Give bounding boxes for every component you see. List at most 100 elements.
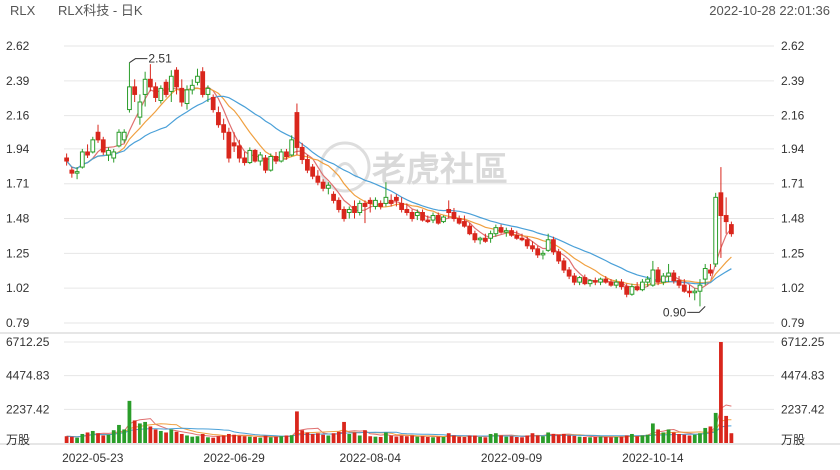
price-tick-label: 1.71 bbox=[6, 177, 30, 191]
price-tick-label: 2.39 bbox=[6, 74, 30, 88]
price-tick-label: 1.48 bbox=[6, 212, 30, 226]
candle-body bbox=[341, 208, 347, 220]
volume-bar bbox=[221, 435, 226, 443]
candle-body bbox=[111, 151, 117, 159]
volume-bar bbox=[415, 436, 420, 443]
candle-body bbox=[692, 290, 698, 294]
price-tick-label: 0.79 bbox=[781, 316, 805, 330]
chart-title: RLX科技 - 日K bbox=[58, 3, 143, 18]
candle-body bbox=[278, 151, 284, 162]
candle-body bbox=[650, 269, 656, 286]
candle-body bbox=[357, 202, 363, 214]
candle-body bbox=[571, 275, 577, 283]
volume-bar bbox=[514, 436, 519, 443]
volume-tick-label: 6712.25 bbox=[781, 335, 825, 349]
price-ma-line bbox=[66, 95, 732, 285]
volume-bar bbox=[69, 436, 74, 443]
candle-body bbox=[69, 169, 75, 174]
low-marker-label: 0.90 bbox=[663, 305, 687, 319]
volume-bar bbox=[247, 436, 252, 443]
candle-body bbox=[174, 69, 179, 88]
candle-body bbox=[493, 227, 499, 235]
candle-body bbox=[189, 84, 195, 91]
candle-body bbox=[718, 192, 724, 217]
price-axis-left: 2.62 2.39 2.16 1.94 1.71 1.48 1.25 1.02 0.79 bbox=[6, 39, 30, 330]
date-tick-label: 2022-08-04 bbox=[340, 451, 402, 465]
candle-body bbox=[383, 196, 389, 204]
candle-body bbox=[446, 208, 452, 214]
volume-bar bbox=[315, 433, 320, 443]
candle-body bbox=[629, 286, 635, 295]
volume-bar bbox=[274, 436, 278, 443]
candle-body bbox=[299, 146, 305, 161]
high-marker-line bbox=[129, 58, 148, 64]
low-marker-line bbox=[687, 305, 706, 313]
volume-tick-label: 2237.42 bbox=[781, 402, 825, 416]
price-tick-label: 2.16 bbox=[781, 109, 805, 123]
candle-body bbox=[184, 89, 190, 105]
volume-bar bbox=[321, 434, 325, 443]
candle-body bbox=[153, 86, 158, 98]
volume-bar bbox=[467, 435, 472, 443]
volume-bar bbox=[635, 436, 640, 443]
volume-axis-right: 6712.25 4474.83 2237.42 万股 bbox=[781, 335, 825, 447]
candle-body bbox=[64, 157, 70, 162]
candle-body bbox=[147, 78, 153, 88]
volume-bar bbox=[645, 434, 650, 443]
candle-body bbox=[137, 101, 143, 118]
candle-body bbox=[378, 202, 384, 207]
volume-bar bbox=[410, 435, 414, 443]
volume-bar bbox=[719, 342, 723, 443]
candle-body bbox=[132, 86, 138, 95]
volume-bar bbox=[509, 436, 514, 443]
candle-body bbox=[205, 87, 211, 95]
candle-body bbox=[640, 281, 645, 291]
volume-bar bbox=[143, 421, 148, 443]
volume-bar bbox=[567, 435, 572, 443]
volume-bar bbox=[127, 400, 132, 443]
candle-body bbox=[488, 233, 493, 239]
volume-ma-line bbox=[66, 425, 732, 438]
candle-body bbox=[598, 278, 603, 283]
volume-tick-label: 6712.25 bbox=[6, 335, 50, 349]
volume-bar bbox=[556, 434, 561, 443]
candle-body bbox=[619, 281, 624, 288]
volume-bar bbox=[206, 437, 210, 443]
price-tick-label: 2.16 bbox=[6, 109, 30, 123]
volume-bar bbox=[708, 426, 713, 443]
candle-body bbox=[676, 280, 682, 286]
date-axis: 2022-05-23 2022-06-29 2022-08-04 2022-09-09… bbox=[62, 451, 684, 465]
candle-body bbox=[503, 230, 509, 233]
candle-body bbox=[305, 159, 310, 171]
volume-bar bbox=[331, 433, 336, 443]
volume-bar bbox=[357, 435, 362, 443]
candle-body bbox=[561, 260, 567, 271]
volume-bar bbox=[310, 433, 315, 443]
price-tick-label: 1.94 bbox=[781, 142, 805, 156]
volume-bar bbox=[535, 435, 540, 443]
volume-bar bbox=[284, 435, 289, 443]
volume-bar bbox=[452, 435, 456, 443]
candle-body bbox=[373, 199, 378, 207]
candle-body bbox=[467, 225, 473, 235]
candle-body bbox=[158, 87, 164, 101]
watermark-icon bbox=[319, 141, 371, 193]
volume-bar bbox=[158, 430, 163, 443]
volume-bar bbox=[488, 433, 493, 443]
candle-body bbox=[404, 208, 410, 214]
candle-body bbox=[577, 277, 582, 283]
date-tick-label: 2022-10-14 bbox=[622, 451, 684, 465]
price-tick-label: 2.62 bbox=[6, 39, 30, 53]
candle-body bbox=[634, 286, 640, 291]
volume-bar bbox=[363, 430, 367, 443]
volume-bar bbox=[384, 432, 388, 443]
volume-bar bbox=[111, 430, 116, 443]
volume-bar bbox=[75, 437, 79, 443]
annotations: 2.51 0.90 bbox=[129, 52, 706, 319]
volume-bar bbox=[582, 436, 587, 443]
candle-body bbox=[430, 215, 436, 221]
candle-body bbox=[482, 237, 488, 242]
volume-bars bbox=[64, 342, 734, 443]
volume-bar bbox=[237, 435, 242, 443]
candle-body bbox=[195, 75, 200, 83]
